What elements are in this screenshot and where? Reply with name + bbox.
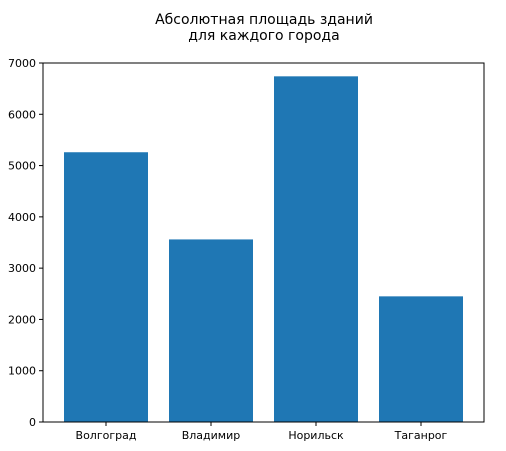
- y-tick-label-0: 0: [29, 416, 36, 429]
- bar-1: [64, 152, 148, 423]
- x-axis: Волгоград Владимир Норильск Таганрог: [76, 422, 448, 442]
- chart-title-line-1: Абсолютная площадь зданий: [155, 12, 373, 28]
- y-tick-label-7: 7000: [8, 57, 36, 70]
- x-tick-label-4: Таганрог: [394, 429, 448, 442]
- chart-title-line-2: для каждого города: [188, 28, 339, 44]
- x-tick-label-2: Владимир: [182, 429, 241, 442]
- bar-2: [169, 239, 253, 422]
- bars-group: [64, 76, 463, 423]
- y-tick-label-3: 3000: [8, 262, 36, 275]
- y-tick-label-5: 5000: [8, 160, 36, 173]
- y-tick-label-4: 4000: [8, 211, 36, 224]
- x-tick-label-3: Норильск: [288, 429, 344, 442]
- bar-4: [379, 296, 463, 422]
- y-tick-label-6: 6000: [8, 108, 36, 121]
- bar-3: [274, 76, 358, 422]
- x-tick-label-1: Волгоград: [76, 429, 137, 442]
- plot-frame: [42, 62, 485, 423]
- y-tick-label-1: 1000: [8, 365, 36, 378]
- y-axis: 0 1000 2000 3000 4000 5000 6000 7000: [8, 57, 43, 429]
- y-tick-label-2: 2000: [8, 313, 36, 326]
